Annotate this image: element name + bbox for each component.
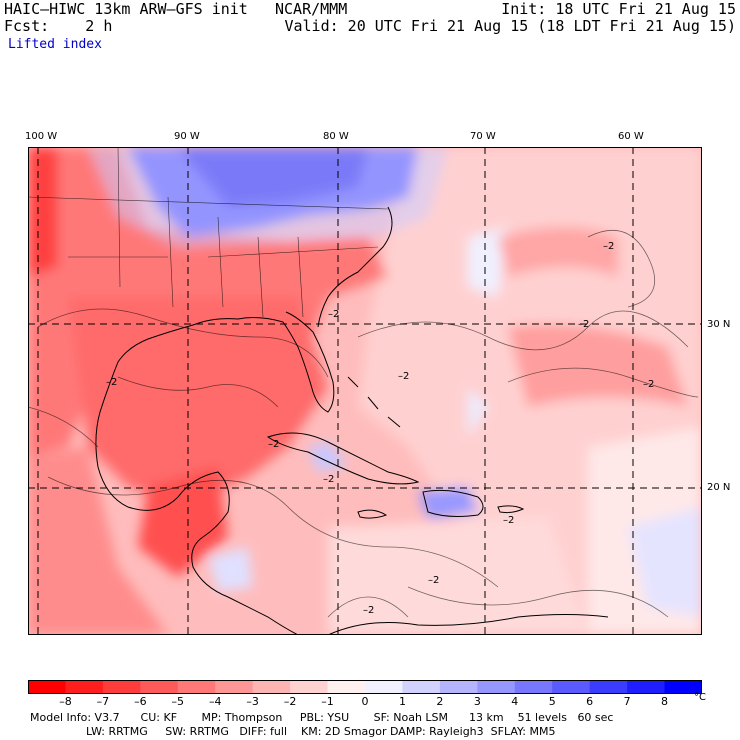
colorbar-cell [402,680,441,694]
colorbar-tick-label: –3 [246,695,259,708]
lat-label-30n: 30 N [707,319,731,330]
colorbar-cell [252,680,291,694]
forecast-hour: Fcst: 2 h [4,17,113,35]
contour-label: –2 [398,371,409,382]
colorbar-tick-label: 3 [473,695,481,708]
colorbar-cell [102,680,141,694]
colorbar-tick-label: –1 [321,695,334,708]
lon-label-70w: 70 W [470,131,496,142]
colorbar-cell [327,680,366,694]
contour-label: –2 [578,319,589,330]
lon-label-80w: 80 W [323,131,349,142]
colorbar-cell [140,680,179,694]
contour-label: –2 [363,605,374,616]
lon-label-100w: 100 W [25,131,58,142]
colorbar-cell [664,680,702,694]
init-time: Init: 18 UTC Fri 21 Aug 15 [501,0,736,18]
colorbar-cell [177,680,216,694]
colorbar-tick-label: 2 [436,695,444,708]
colorbar-cell [28,680,66,694]
contour-label: –2 [643,379,654,390]
colorbar-tick-label: –6 [134,695,147,708]
colorbar-cell [290,680,329,694]
colorbar-tick-label: 8 [661,695,669,708]
colorbar-cell [65,680,104,694]
contour-label: –2 [106,377,117,388]
colorbar-tick-label: 7 [623,695,631,708]
contour-label: –2 [328,309,339,320]
colorbar-tick-label: –8 [59,695,72,708]
colorbar-cell [589,680,628,694]
colorbar-unit: °C [694,692,706,703]
colorbar-tick-label: –7 [96,695,110,708]
colorbar-tick-label: 6 [586,695,594,708]
colorbar-cell [365,680,403,694]
colorbar [28,680,702,694]
contour-label: –2 [268,439,279,450]
colorbar-cell [552,680,591,694]
contour-label: –2 [323,474,334,485]
colorbar-cell [439,680,478,694]
model-info-line1: Model Info: V3.7 CU: KF MP: Thompson PBL… [30,711,614,724]
colorbar-cell [627,680,666,694]
contour-label: –2 [603,241,614,252]
colorbar-tick-label: –5 [171,695,185,708]
valid-time: Valid: 20 UTC Fri 21 Aug 15 (18 LDT Fri … [284,17,736,35]
model-info-line2: LW: RRTMG SW: RRTMG DIFF: full KM: 2D Sm… [30,725,556,738]
colorbar-tick-label: 0 [361,695,369,708]
colorbar-tick-label: 5 [548,695,556,708]
colorbar-tick-label: 4 [511,695,519,708]
colorbar-tick-label: –2 [283,695,297,708]
colorbar-cell [477,680,516,694]
lifted-index-map: –2 –2 –2 –2 –2 –2 –2 –2 –2 –2 –2 [28,147,702,635]
colorbar-tick-label: 1 [398,695,406,708]
field-name: Lifted index [8,37,102,52]
lat-label-20n: 20 N [707,482,731,493]
contour-label: –2 [428,575,439,586]
colorbar-tick-label: –4 [208,695,222,708]
colorbar-cell [514,680,553,694]
lon-label-90w: 90 W [174,131,200,142]
contour-label: –2 [503,515,514,526]
lon-label-60w: 60 W [618,131,644,142]
organization: NCAR/MMM [275,0,348,18]
colorbar-cell [215,680,254,694]
model-title: HAIC–HIWC 13km ARW–GFS init [4,0,248,18]
